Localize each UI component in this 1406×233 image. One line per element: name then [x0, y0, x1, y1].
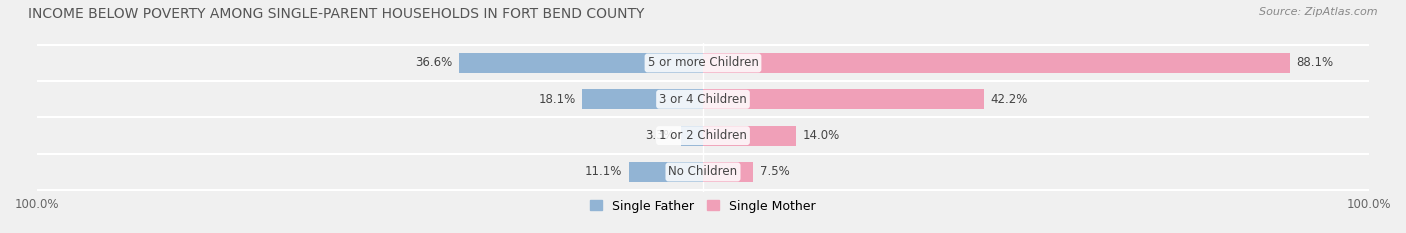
Text: 18.1%: 18.1%: [538, 93, 576, 106]
Bar: [703, 53, 1289, 73]
Bar: [703, 89, 984, 109]
Bar: [703, 126, 796, 146]
Bar: [703, 162, 754, 182]
Text: 3.3%: 3.3%: [645, 129, 675, 142]
Bar: [703, 126, 796, 146]
Text: 7.5%: 7.5%: [759, 165, 789, 178]
Bar: [460, 53, 703, 73]
Text: 3 or 4 Children: 3 or 4 Children: [659, 93, 747, 106]
Text: 11.1%: 11.1%: [585, 165, 623, 178]
Text: 5 or more Children: 5 or more Children: [648, 56, 758, 69]
Text: Source: ZipAtlas.com: Source: ZipAtlas.com: [1260, 7, 1378, 17]
Legend: Single Father, Single Mother: Single Father, Single Mother: [591, 199, 815, 212]
Text: 1 or 2 Children: 1 or 2 Children: [659, 129, 747, 142]
Text: 88.1%: 88.1%: [1296, 56, 1333, 69]
Text: 42.2%: 42.2%: [991, 93, 1028, 106]
Bar: [703, 89, 984, 109]
Bar: [681, 126, 703, 146]
Text: 36.6%: 36.6%: [415, 56, 453, 69]
Bar: [703, 53, 1289, 73]
Text: No Children: No Children: [668, 165, 738, 178]
Bar: [582, 89, 703, 109]
Bar: [628, 162, 703, 182]
Bar: [703, 162, 754, 182]
Text: INCOME BELOW POVERTY AMONG SINGLE-PARENT HOUSEHOLDS IN FORT BEND COUNTY: INCOME BELOW POVERTY AMONG SINGLE-PARENT…: [28, 7, 644, 21]
Text: 14.0%: 14.0%: [803, 129, 841, 142]
